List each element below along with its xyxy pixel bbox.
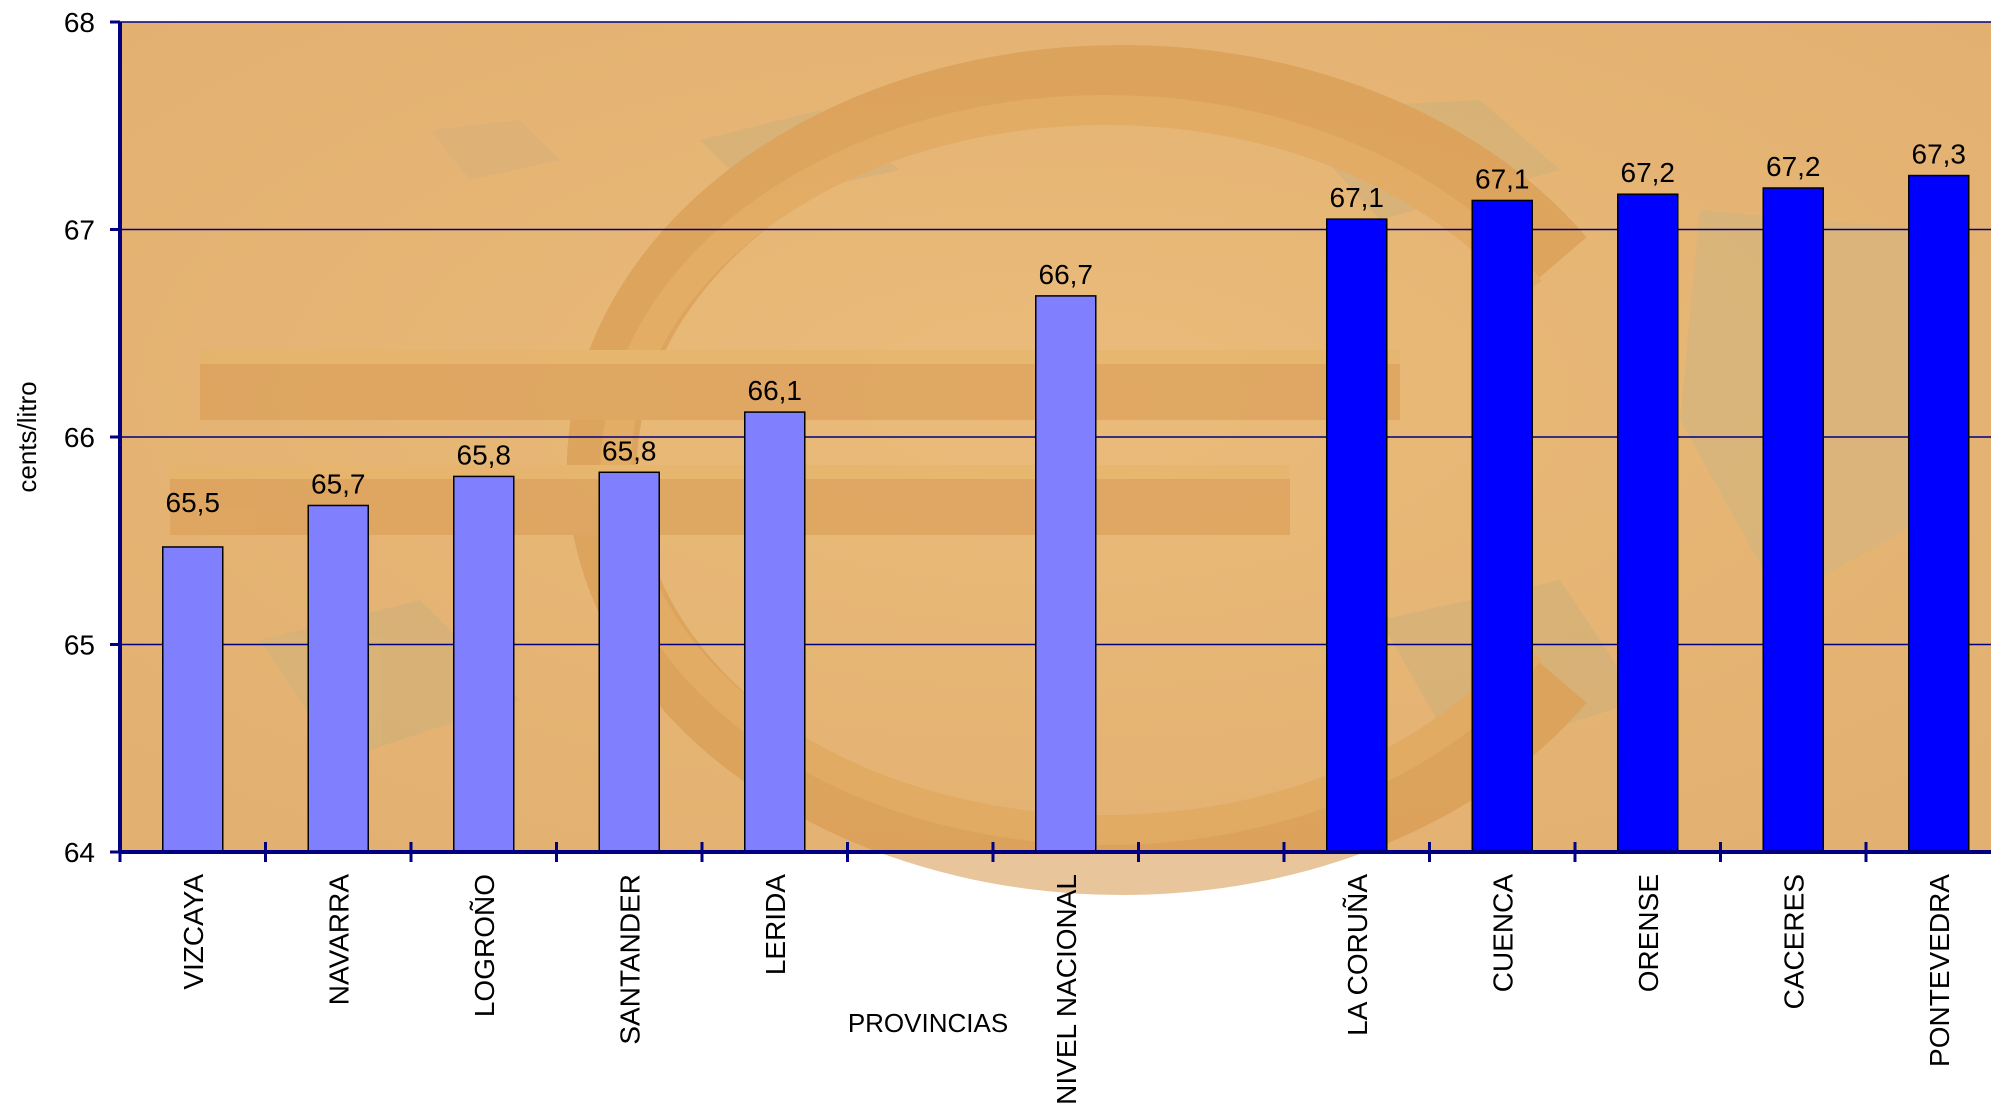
bar	[162, 546, 224, 853]
bar-value-label: 66,1	[748, 375, 803, 406]
bar-value-label: 67,1	[1330, 182, 1385, 213]
bar	[1762, 187, 1824, 853]
x-tick-label: LA CORUÑA	[1342, 874, 1373, 1036]
bar	[1035, 295, 1097, 853]
bar	[453, 475, 515, 853]
bar-value-label: 67,3	[1912, 139, 1967, 170]
bar-value-label: 65,8	[457, 439, 512, 470]
y-tick-label: 68	[64, 7, 95, 38]
bar	[1471, 199, 1533, 853]
bar-value-label: 66,7	[1039, 259, 1094, 290]
bar-value-label: 65,7	[311, 468, 366, 499]
bar-value-label: 67,2	[1621, 157, 1676, 188]
y-tick-labels: 64 65 66 67 68	[64, 7, 95, 868]
bar	[307, 504, 369, 853]
bars	[162, 174, 1970, 853]
euro-watermark-icon	[170, 45, 1960, 895]
bar-value-label: 67,2	[1766, 151, 1821, 182]
value-labels: 65,5 65,7 65,8 65,8 66,1 66,7 67,1 67,1 67,2 67,2…	[166, 139, 1967, 518]
axes	[110, 20, 1991, 862]
x-tick-label: LERIDA	[760, 874, 791, 975]
y-tick-label: 66	[64, 422, 95, 453]
x-tick-label: VIZCAYA	[178, 874, 209, 990]
bar	[1617, 193, 1679, 853]
x-tick-labels: VIZCAYA NAVARRA LOGROÑO SANTANDER LERIDA NIVE…	[178, 874, 1955, 1105]
x-tick-label: PONTEVEDRA	[1924, 874, 1955, 1067]
bar	[1908, 174, 1970, 853]
x-tick-label: CUENCA	[1487, 874, 1518, 993]
x-tick-label: SANTANDER	[614, 874, 645, 1045]
x-tick-label: CACERES	[1778, 874, 1809, 1009]
bar	[744, 411, 806, 853]
x-tick-label: NIVEL NACIONAL	[1051, 874, 1082, 1105]
y-tick-label: 67	[64, 215, 95, 246]
bar-value-label: 65,5	[166, 487, 221, 518]
x-tick-label: LOGROÑO	[469, 874, 500, 1017]
bar	[598, 471, 660, 853]
y-axis-title: cents/litro	[12, 381, 42, 492]
bar-value-label: 65,8	[602, 435, 657, 466]
y-tick-label: 65	[64, 630, 95, 661]
bar-value-label: 67,1	[1475, 163, 1530, 194]
x-axis-title: PROVINCIAS	[848, 1008, 1008, 1038]
bar	[1326, 218, 1388, 853]
x-tick-label: ORENSE	[1633, 874, 1664, 992]
y-tick-label: 64	[64, 837, 95, 868]
x-tick-label: NAVARRA	[323, 874, 354, 1006]
